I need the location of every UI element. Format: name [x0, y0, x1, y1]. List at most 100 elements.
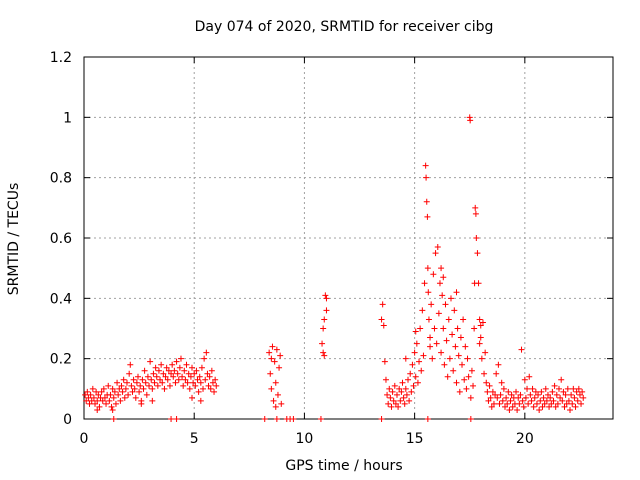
x-tick-label: 15 — [406, 431, 424, 447]
data-point — [449, 331, 456, 338]
data-point — [149, 397, 156, 404]
data-point — [456, 388, 463, 395]
data-point — [185, 370, 192, 377]
data-point — [402, 355, 409, 362]
data-point — [409, 361, 416, 368]
data-point — [462, 343, 469, 350]
data-point — [578, 400, 585, 407]
data-point — [202, 376, 209, 383]
x-tick-label: 10 — [296, 431, 314, 447]
data-point — [395, 403, 402, 410]
data-point — [160, 370, 167, 377]
data-point — [548, 400, 555, 407]
data-point — [519, 397, 526, 404]
data-point — [476, 316, 483, 323]
data-point — [379, 301, 386, 308]
y-tick-label: 0 — [63, 412, 72, 428]
data-point — [385, 400, 392, 407]
data-point — [572, 403, 579, 410]
data-point — [131, 385, 138, 392]
data-point — [562, 391, 569, 398]
data-point — [452, 343, 459, 350]
data-point — [187, 373, 194, 380]
data-point — [424, 213, 431, 220]
data-point — [471, 325, 478, 332]
data-point — [460, 316, 467, 323]
data-point — [209, 379, 216, 386]
data-point — [384, 391, 391, 398]
data-point — [323, 295, 330, 302]
data-point — [321, 352, 328, 359]
data-point — [526, 373, 533, 380]
data-point — [543, 397, 550, 404]
data-point — [110, 394, 117, 401]
data-point — [141, 367, 148, 374]
data-point — [473, 235, 480, 241]
data-point — [206, 373, 213, 380]
data-point — [396, 385, 403, 392]
data-point — [423, 174, 430, 181]
data-point — [179, 373, 186, 380]
data-point — [88, 397, 95, 404]
data-point — [546, 403, 553, 410]
data-point — [558, 376, 565, 383]
data-point — [95, 391, 102, 398]
data-point — [388, 403, 395, 410]
data-point — [571, 394, 578, 401]
data-point — [444, 373, 451, 380]
data-point — [549, 388, 556, 395]
data-point — [500, 385, 507, 392]
data-point — [171, 367, 178, 374]
data-point — [563, 400, 570, 407]
data-point — [445, 316, 452, 323]
data-point — [271, 358, 278, 365]
data-point — [144, 373, 151, 380]
data-point — [189, 364, 196, 371]
data-point — [269, 343, 276, 350]
data-point — [555, 385, 562, 392]
data-point — [137, 382, 144, 389]
data-point — [528, 397, 535, 404]
data-point — [536, 406, 543, 413]
data-point — [380, 322, 387, 329]
data-point — [427, 343, 434, 350]
data-point — [138, 400, 145, 407]
data-point — [90, 394, 97, 401]
data-point — [208, 367, 215, 374]
data-point — [450, 367, 457, 374]
data-point — [420, 352, 427, 359]
data-point — [541, 400, 548, 407]
data-point — [317, 416, 324, 422]
data-point — [149, 385, 156, 392]
data-point — [424, 416, 431, 422]
data-point — [126, 370, 133, 377]
data-point — [435, 310, 442, 317]
data-point — [495, 361, 502, 368]
data-point — [378, 416, 385, 422]
data-point — [164, 376, 171, 383]
data-point — [424, 265, 431, 272]
data-point — [173, 416, 180, 422]
data-point — [413, 340, 420, 347]
data-point — [475, 280, 482, 287]
data-point — [96, 403, 103, 410]
y-tick-label: 0.8 — [50, 171, 72, 187]
data-point — [433, 340, 440, 347]
data-point — [151, 379, 158, 386]
data-point — [387, 394, 394, 401]
data-point — [432, 250, 439, 257]
data-point — [531, 394, 538, 401]
data-point — [122, 385, 129, 392]
data-point — [118, 382, 125, 389]
data-point — [112, 400, 119, 407]
data-point — [478, 355, 485, 362]
data-point — [386, 385, 393, 392]
data-point — [467, 117, 474, 124]
data-point — [196, 373, 203, 380]
data-point — [322, 292, 329, 299]
data-point — [524, 385, 531, 392]
data-point — [152, 364, 159, 371]
data-point — [485, 397, 492, 404]
data-point — [125, 391, 132, 398]
